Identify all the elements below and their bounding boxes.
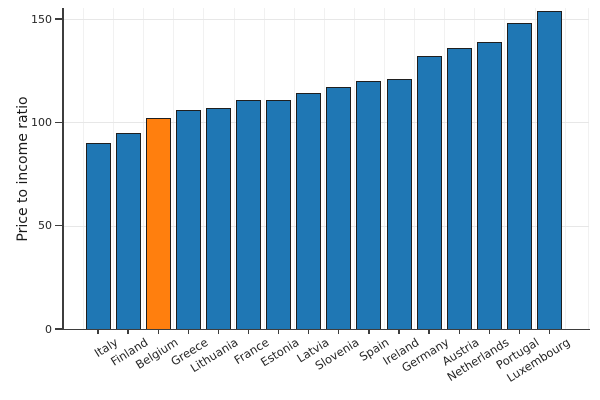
bar-finland xyxy=(115,132,141,329)
x-tick xyxy=(127,330,129,334)
x-tick xyxy=(247,330,250,334)
x-tick xyxy=(338,330,340,334)
y-tick xyxy=(55,224,62,227)
y-axis-line xyxy=(62,8,64,330)
bar-greece xyxy=(175,109,201,329)
x-tick xyxy=(488,330,490,334)
x-gridline xyxy=(263,8,265,329)
bar-lithuania xyxy=(205,107,231,329)
y-gridline xyxy=(62,225,589,227)
x-gridline xyxy=(588,8,589,329)
bar-italy xyxy=(85,143,111,329)
x-gridline xyxy=(203,8,205,329)
x-gridline xyxy=(384,8,385,329)
x-gridline xyxy=(143,8,145,329)
x-gridline xyxy=(83,8,84,329)
bar-spain xyxy=(356,81,382,329)
y-tick-label: 150 xyxy=(31,12,52,26)
x-tick xyxy=(187,330,189,334)
x-gridline xyxy=(113,8,115,329)
x-tick xyxy=(277,330,280,334)
bar-france xyxy=(236,99,261,329)
y-gridline xyxy=(62,19,589,20)
x-tick xyxy=(518,330,521,334)
bar-belgium xyxy=(145,118,171,329)
x-tick xyxy=(398,330,400,334)
x-gridline xyxy=(233,8,235,329)
x-axis-line xyxy=(62,328,590,330)
bar-ireland xyxy=(386,78,412,329)
y-tick-label: 100 xyxy=(31,115,52,129)
x-tick xyxy=(368,330,370,334)
x-gridline xyxy=(293,8,295,329)
x-tick xyxy=(548,330,551,334)
x-gridline xyxy=(444,8,446,329)
x-tick xyxy=(428,330,430,334)
y-tick-label: 50 xyxy=(38,219,52,233)
x-gridline xyxy=(534,8,536,329)
x-gridline xyxy=(474,8,476,329)
bar-austria xyxy=(446,47,472,329)
x-tick xyxy=(217,330,220,334)
x-gridline xyxy=(564,8,566,329)
y-tick xyxy=(55,121,62,124)
y-tick xyxy=(55,328,62,330)
bar-germany xyxy=(416,56,442,329)
x-gridline xyxy=(323,8,325,329)
bar-portugal xyxy=(506,23,532,329)
x-tick xyxy=(308,330,310,334)
y-tick-label: 0 xyxy=(45,322,52,336)
plot-area xyxy=(62,8,589,329)
x-gridline xyxy=(353,8,355,329)
bar-luxembourg xyxy=(537,10,562,329)
bar-latvia xyxy=(296,93,322,329)
bar-estonia xyxy=(266,99,292,329)
bar-netherlands xyxy=(476,41,502,329)
x-tick xyxy=(97,330,99,334)
x-gridline xyxy=(504,8,506,329)
bar-slovenia xyxy=(326,87,352,329)
y-gridline xyxy=(62,122,589,124)
x-gridline xyxy=(173,8,175,329)
x-tick xyxy=(458,330,460,334)
x-gridline xyxy=(414,8,416,329)
x-tick xyxy=(157,330,159,334)
y-tick xyxy=(55,18,62,20)
